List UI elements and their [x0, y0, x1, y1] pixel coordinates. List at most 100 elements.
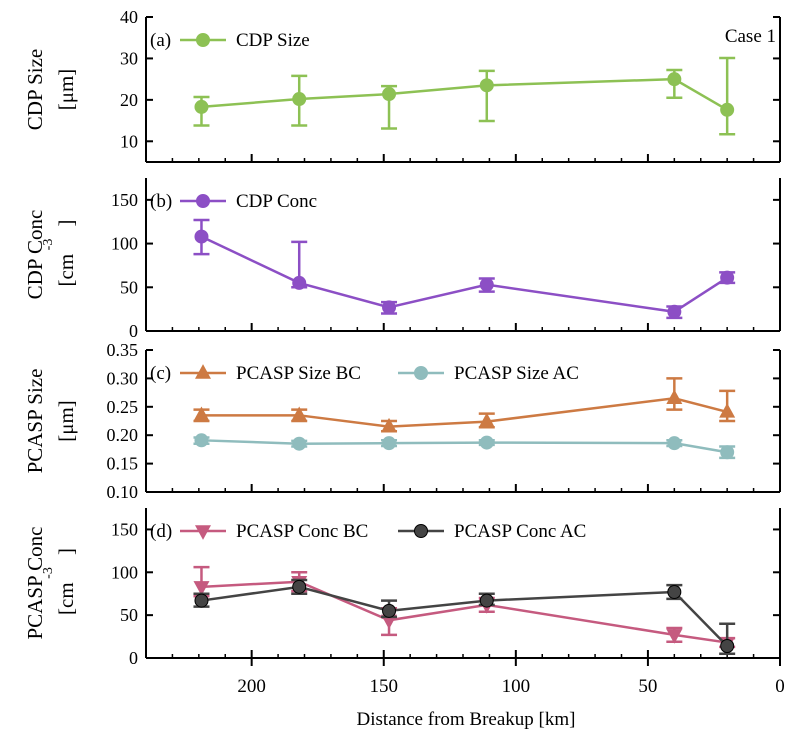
legend-marker	[414, 524, 428, 538]
data-point	[667, 72, 682, 87]
series-pcasp-size-ac	[193, 433, 736, 460]
series-cdp-conc	[193, 218, 736, 320]
data-point	[292, 275, 307, 290]
data-point	[292, 579, 307, 594]
series-line	[201, 585, 729, 647]
series-line	[201, 580, 728, 644]
x-tick-label: 0	[775, 676, 785, 697]
legend-entry: CDP Size	[180, 30, 310, 51]
data-point	[292, 436, 307, 451]
data-point	[720, 445, 735, 460]
y-axis-unit-exponent: -3	[41, 239, 56, 251]
data-point	[194, 99, 209, 114]
series-cdp-size	[193, 56, 736, 136]
y-tick-label: 10	[120, 131, 138, 151]
data-point	[479, 593, 494, 608]
data-point	[382, 436, 397, 451]
panel-label: (b)	[150, 191, 172, 212]
y-tick-label: 150	[111, 519, 138, 539]
data-point	[666, 389, 683, 404]
y-tick-label: 150	[111, 190, 138, 210]
y-tick-label: 30	[120, 48, 138, 68]
x-tick-label: 100	[502, 676, 531, 697]
y-tick-label: 100	[111, 562, 138, 582]
y-axis-unit: [cm	[54, 254, 78, 287]
y-axis-title: PCASP Conc	[23, 526, 47, 639]
data-point	[479, 78, 494, 93]
data-point	[479, 277, 494, 292]
x-tick-label: 50	[638, 676, 657, 697]
y-tick-label: 50	[120, 277, 138, 297]
legend-marker	[195, 364, 211, 379]
data-point	[381, 417, 398, 433]
y-tick-label: 20	[120, 90, 138, 110]
y-axis-unit: [μm]	[54, 400, 78, 442]
data-point	[720, 270, 735, 285]
y-tick-label: 100	[111, 234, 138, 254]
legend-label: PCASP Size AC	[454, 363, 579, 384]
panel-label: (d)	[150, 521, 172, 542]
panel-1: 10 20 30 40 CDP Size [μm] CDP Size (a)	[23, 7, 781, 163]
data-point	[194, 593, 209, 608]
data-point	[719, 403, 736, 418]
data-point	[720, 102, 735, 117]
data-point	[666, 629, 683, 644]
y-axis-title: CDP Size	[23, 49, 47, 130]
data-point	[667, 304, 682, 319]
series-line	[201, 439, 728, 454]
panel-label: (c)	[150, 363, 171, 384]
y-tick-label: 40	[120, 7, 138, 27]
y-axis-unit-exponent: -3	[41, 567, 56, 579]
y-tick-label: 0.10	[107, 482, 139, 502]
legend-entry: PCASP Conc AC	[398, 521, 586, 542]
legend-entry: PCASP Size AC	[398, 363, 579, 384]
data-point	[194, 433, 209, 448]
y-axis-unit: [cm	[54, 582, 78, 615]
data-point	[478, 412, 495, 428]
series-pcasp-conc-bc	[193, 565, 736, 652]
legend-label: CDP Conc	[236, 191, 317, 212]
y-tick-label: 0.35	[107, 340, 139, 360]
data-point	[382, 603, 397, 618]
y-tick-label: 0.25	[107, 397, 139, 417]
y-axis-unit-close: ]	[54, 220, 78, 227]
data-point	[291, 406, 308, 422]
series-line	[201, 77, 728, 111]
data-point	[193, 581, 210, 596]
data-point	[382, 300, 397, 315]
data-point	[479, 435, 494, 450]
data-point	[720, 639, 735, 653]
series-pcasp-conc-ac	[193, 578, 736, 655]
legend-marker	[196, 33, 210, 47]
panel-label: (a)	[150, 30, 171, 51]
chart-panels: 10 20 30 40 CDP Size [μm] CDP Size (a) 0 50 100 150…	[23, 7, 781, 668]
data-point	[667, 585, 682, 599]
panel-4: 0 50 100 150 PCASP Conc [cm -3] PCASP Conc BC PC…	[23, 508, 781, 668]
legend-entry: CDP Conc	[180, 191, 317, 212]
legend-entry: PCASP Conc BC	[180, 521, 368, 542]
legend-marker	[196, 194, 210, 208]
y-tick-label: 0.15	[107, 454, 139, 474]
case-label: Case 1	[725, 26, 776, 47]
legend-entry: PCASP Size BC	[180, 363, 361, 384]
series-pcasp-size-bc	[193, 377, 736, 433]
legend-label: PCASP Conc BC	[236, 521, 368, 542]
legend-marker	[414, 366, 428, 380]
x-axis-title: Distance from Breakup [km]	[357, 709, 576, 730]
series-line	[200, 235, 728, 314]
legend-marker	[195, 525, 211, 540]
legend-label: PCASP Conc AC	[454, 521, 586, 542]
y-axis-unit-close: ]	[54, 548, 78, 555]
legend-label: CDP Size	[236, 30, 310, 51]
y-axis-title: CDP Conc	[23, 210, 47, 300]
y-tick-label: 50	[120, 605, 138, 625]
y-tick-label: 0	[129, 648, 138, 668]
x-tick-label: 150	[370, 676, 399, 697]
y-tick-label: 0.30	[107, 368, 139, 388]
x-tick-label: 200	[237, 676, 266, 697]
data-point	[382, 87, 397, 102]
x-axis: 200 150 100 50 0	[237, 658, 785, 697]
y-tick-label: 0	[129, 321, 138, 341]
panel-3: 0.10 0.15 0.20 0.25 0.30 0.35 PCASP Size [μm] PC…	[23, 340, 781, 502]
